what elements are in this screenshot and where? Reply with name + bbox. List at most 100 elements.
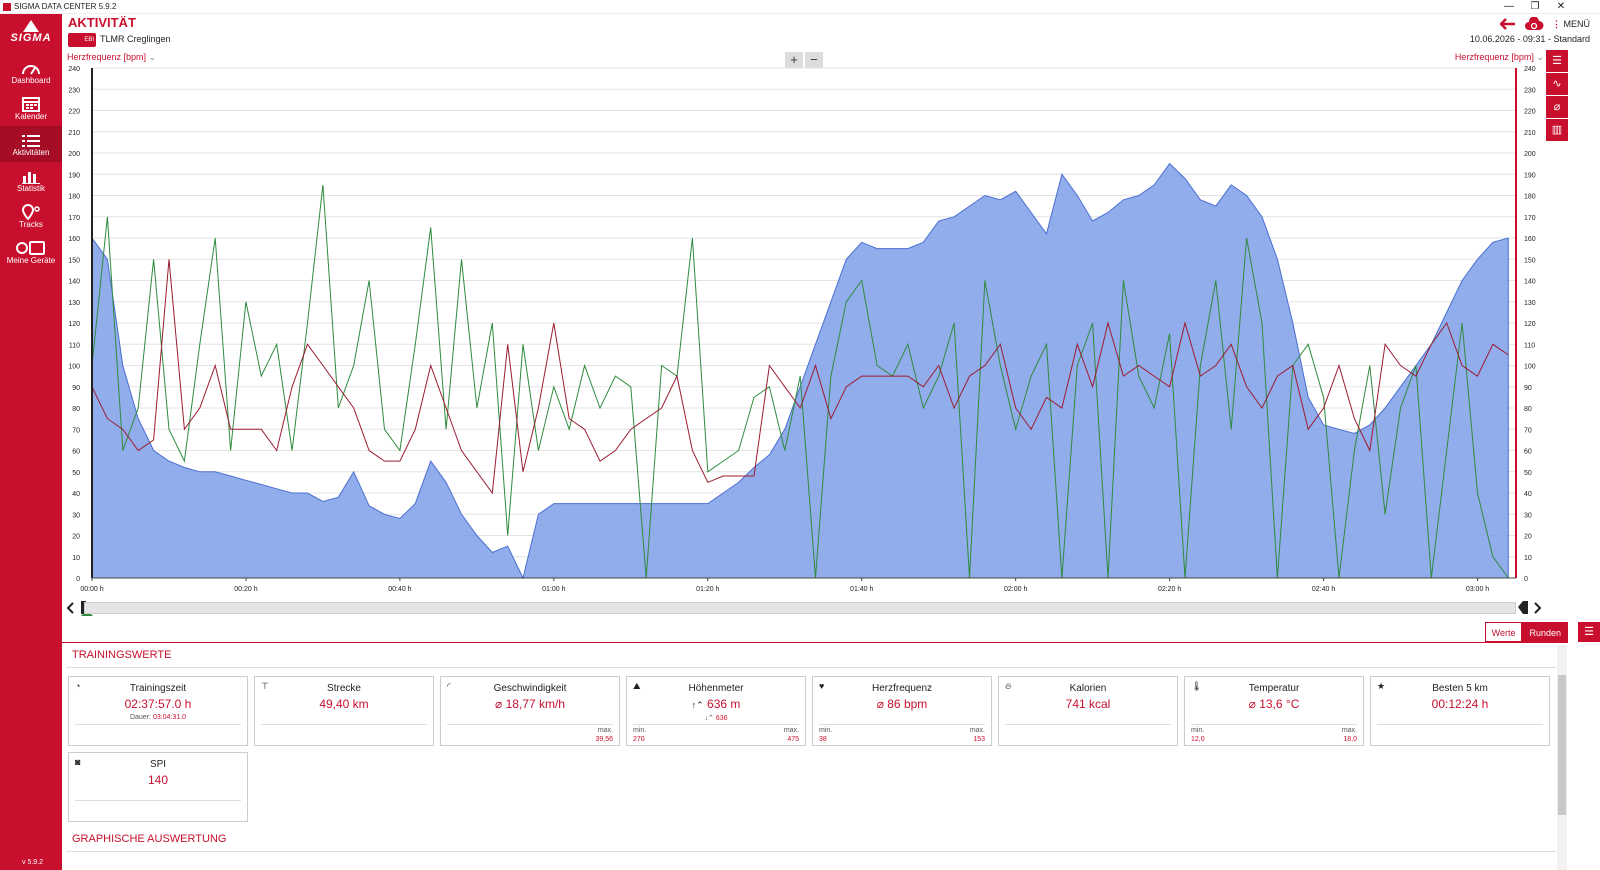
zoom-in-button[interactable]: +: [785, 52, 803, 68]
speedometer-icon: ◜: [447, 681, 451, 691]
menu-label: MENÜ: [1563, 18, 1591, 29]
sidebar-item-kalender[interactable]: Kalender: [0, 90, 62, 126]
ascent-icon: ↑⌃: [691, 700, 704, 710]
y-tick-label-right: 50: [1524, 470, 1532, 477]
y-tick-label-left: 50: [72, 470, 80, 477]
y-tick-label-right: 200: [1524, 151, 1536, 158]
y-tick-label-left: 60: [72, 449, 80, 456]
card-kalorien: 🔥︎ Kalorien 741 kcal: [998, 676, 1178, 746]
y-tick-label-left: 10: [72, 555, 80, 562]
max-value: 39,56: [595, 736, 613, 743]
y-tick-label-left: 40: [72, 491, 80, 498]
chevron-left-icon[interactable]: [66, 601, 76, 615]
spi-icon: ◙: [75, 757, 81, 767]
sidebar-item-label: Dashboard: [11, 76, 51, 85]
y-tick-label-right: 170: [1524, 215, 1536, 222]
chevron-down-icon: ⌄: [148, 52, 157, 62]
sidebar-item-dashboard[interactable]: Dashboard: [0, 54, 62, 90]
left-axis-selector[interactable]: Herzfrequenz [bpm] ⌄: [67, 52, 156, 63]
tab-werte[interactable]: Werte: [1484, 622, 1523, 642]
right-axis-label: Herzfrequenz [bpm]: [1454, 52, 1534, 62]
card-label: Strecke: [327, 683, 361, 694]
page-title: AKTIVITÄT: [68, 15, 136, 30]
page-scrollbar[interactable]: [1557, 645, 1567, 870]
x-tick-label: 01:00 h: [542, 586, 565, 593]
min-value: 12,0: [1191, 736, 1205, 743]
list-icon: [22, 135, 40, 147]
cloud-sync-icon[interactable]: [1524, 17, 1544, 31]
card-label: Geschwindigkeit: [493, 683, 567, 694]
sidebar-item-statistik[interactable]: Statistik: [0, 162, 62, 198]
y-tick-label-left: 130: [68, 300, 80, 307]
y-tick-label-right: 210: [1524, 130, 1536, 137]
card-value: ⌀ 13,6 °C: [1248, 697, 1300, 711]
timeline-track[interactable]: [84, 602, 1516, 614]
y-tick-label-right: 70: [1524, 427, 1532, 434]
timeline-scrollbar[interactable]: [66, 599, 1546, 617]
sidebar: SIGMA Dashboard Kalender Aktivitäten Sta…: [0, 14, 62, 870]
card-trainingszeit: ◔ Trainingszeit 02:37:57.0 h Dauer: 03:0…: [68, 676, 248, 746]
x-tick-label: 00:20 h: [234, 586, 257, 593]
close-button[interactable]: ✕: [1556, 1, 1566, 12]
y-tick-label-left: 200: [68, 151, 80, 158]
card-label: Höhenmeter: [688, 683, 744, 694]
card-label: Herzfrequenz: [871, 683, 933, 694]
devices-icon: [16, 241, 45, 255]
datetime-separator: -: [1547, 34, 1551, 44]
star-icon: ★: [1377, 681, 1386, 691]
bar-chart-icon: ▥: [1551, 124, 1563, 136]
card-besten-5km: ★ Besten 5 km 00:12:24 h: [1370, 676, 1550, 746]
card-value: 00:12:24 h: [1431, 697, 1489, 711]
maximize-button[interactable]: ❐: [1530, 1, 1540, 12]
chart-line-button[interactable]: ∿: [1546, 73, 1568, 95]
x-tick-label: 02:00 h: [1004, 586, 1027, 593]
y-tick-label-right: 190: [1524, 172, 1536, 179]
y-tick-label-left: 30: [72, 512, 80, 519]
min-value: 270: [633, 736, 645, 743]
minimize-button[interactable]: —: [1504, 1, 1514, 12]
right-axis-selector[interactable]: Herzfrequenz [bpm] ⌄: [1455, 52, 1544, 63]
tab-runden[interactable]: Runden: [1522, 622, 1568, 642]
map-pin-icon: [21, 204, 40, 220]
window-titlebar: SIGMA DATA CENTER 5.9.2 — ❐ ✕: [0, 0, 1600, 14]
zoom-out-button[interactable]: −: [805, 52, 823, 68]
max-value: 475: [787, 736, 799, 743]
back-arrow-icon[interactable]: [1499, 18, 1516, 30]
timeline-end-handle[interactable]: [1518, 601, 1530, 615]
sidebar-item-meine-geraete[interactable]: Meine Geräte: [0, 234, 62, 270]
sidebar-item-aktivitaeten[interactable]: Aktivitäten: [0, 126, 62, 162]
y-tick-label-right: 80: [1524, 406, 1532, 413]
chevron-right-icon[interactable]: [1532, 601, 1542, 615]
x-tick-label: 01:40 h: [850, 586, 873, 593]
y-tick-label-right: 130: [1524, 300, 1536, 307]
y-tick-label-left: 170: [68, 215, 80, 222]
series-area-0: [91, 162, 1509, 580]
y-tick-label-right: 160: [1524, 236, 1536, 243]
sidebar-item-tracks[interactable]: Tracks: [0, 198, 62, 234]
y-tick-label-right: 140: [1524, 279, 1536, 286]
y-tick-label-right: 0: [1524, 576, 1528, 583]
divider: [62, 642, 1568, 643]
chart-average-button[interactable]: ⌀: [1546, 96, 1568, 118]
card-label: Besten 5 km: [1432, 683, 1488, 694]
tab-list-button[interactable]: ☰: [1578, 622, 1600, 642]
card-label: SPI: [149, 759, 167, 770]
sigma-logo[interactable]: SIGMA: [0, 20, 62, 44]
card-value: 49,40 km: [319, 697, 369, 711]
scrollbar-thumb[interactable]: [1558, 675, 1566, 815]
card-spi: ◙ SPI 140: [68, 752, 248, 822]
duration-label: Dauer:: [129, 714, 151, 721]
min-value: 38: [819, 736, 827, 743]
x-tick-label: 02:20 h: [1158, 586, 1181, 593]
heart-rate-chart[interactable]: 0 0 10 10 20 20 30 30 40 40 50 50 60 60 70 70 80 80 90 90 10…: [62, 50, 1546, 598]
card-herzfrequenz: ♥ Herzfrequenz ⌀ 86 bpm min. 38 max. 153: [812, 676, 992, 746]
y-tick-label-right: 110: [1524, 342, 1535, 349]
chevron-down-icon: ⌄: [1536, 52, 1544, 62]
chart-bar-button[interactable]: ▥: [1546, 119, 1568, 141]
y-tick-label-right: 40: [1524, 491, 1532, 498]
descent-value: 636: [715, 715, 728, 722]
activity-badge: EBI: [84, 37, 94, 43]
bar-chart-icon: [22, 172, 40, 184]
menu-button[interactable]: ⋮ MENÜ: [1552, 19, 1590, 30]
chart-list-button[interactable]: ☰: [1546, 50, 1568, 72]
